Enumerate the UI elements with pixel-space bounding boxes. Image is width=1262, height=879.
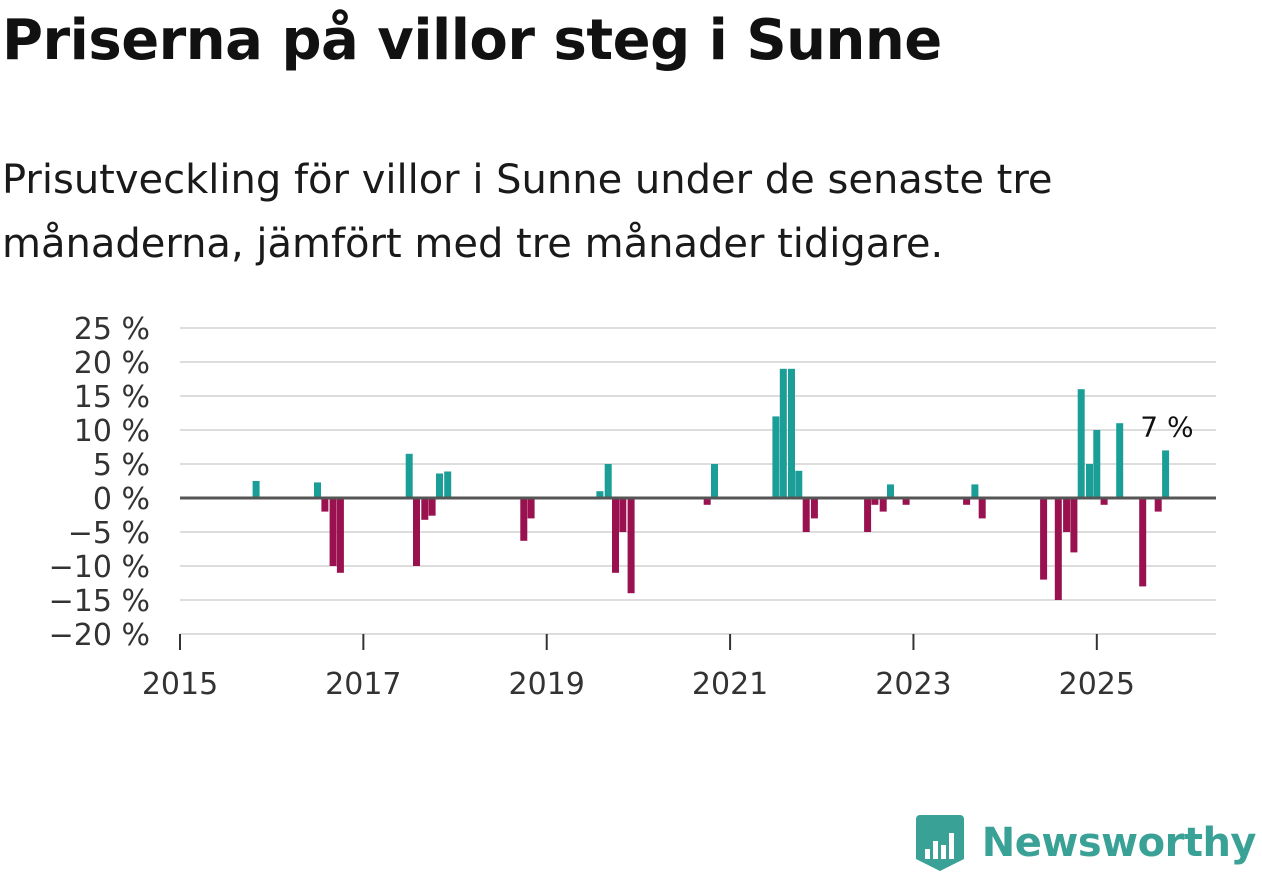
y-tick-label: 25 % xyxy=(74,312,150,347)
bar xyxy=(711,464,718,498)
bar xyxy=(788,368,795,498)
bar xyxy=(1086,464,1093,498)
bar xyxy=(887,484,894,498)
bar xyxy=(520,498,528,541)
bar xyxy=(1070,498,1078,553)
bar xyxy=(879,498,887,512)
bar xyxy=(871,498,879,505)
y-tick-label: −20 % xyxy=(49,618,150,653)
bar xyxy=(619,498,627,532)
bar xyxy=(1077,389,1085,498)
bar xyxy=(1162,450,1170,498)
bar xyxy=(1063,498,1071,532)
latest-value-label: 7 % xyxy=(1140,410,1193,443)
bar xyxy=(1116,423,1124,498)
y-tick-label: −15 % xyxy=(49,584,150,619)
bar xyxy=(1054,498,1062,600)
axis-labels: −20 %−15 %−10 %−5 %0 %5 %10 %15 %20 %25 … xyxy=(49,312,1194,702)
bar xyxy=(314,482,321,498)
bar xyxy=(627,498,635,594)
bar xyxy=(329,498,337,566)
y-tick-label: 15 % xyxy=(74,380,150,415)
bar xyxy=(413,498,420,566)
bar xyxy=(902,498,910,505)
bars xyxy=(252,368,1170,600)
y-tick-label: 20 % xyxy=(74,346,150,381)
chart-subtitle: Prisutveckling för villor i Sunne under … xyxy=(2,157,1053,267)
y-tick-label: −10 % xyxy=(49,550,150,585)
x-tick-label: 2019 xyxy=(509,667,585,702)
bar xyxy=(405,453,413,498)
x-tick-label: 2021 xyxy=(692,667,768,702)
chart-title: Priserna på villor steg i Sunne xyxy=(2,8,942,73)
bar xyxy=(1139,498,1147,587)
bar xyxy=(810,498,818,519)
bar xyxy=(864,498,872,532)
bar xyxy=(321,498,329,512)
bar xyxy=(795,470,803,498)
y-tick-label: 5 % xyxy=(93,448,150,483)
bar xyxy=(971,484,979,498)
bar xyxy=(1154,498,1162,512)
bar xyxy=(963,498,971,505)
x-tick-label: 2025 xyxy=(1059,667,1135,702)
brand-name: Newsworthy xyxy=(981,820,1257,866)
bar xyxy=(421,498,429,520)
x-tick-label: 2023 xyxy=(875,667,951,702)
bar xyxy=(428,498,436,516)
bar xyxy=(527,498,535,519)
x-tick-label: 2017 xyxy=(325,667,401,702)
bar xyxy=(252,481,260,498)
bar xyxy=(444,471,452,498)
bar xyxy=(1100,498,1108,505)
bar xyxy=(779,368,787,498)
bar xyxy=(604,464,612,498)
brand-logo: Newsworthy xyxy=(915,815,1257,871)
bar xyxy=(772,416,780,498)
bar xyxy=(596,491,604,498)
y-tick-label: 10 % xyxy=(74,414,150,449)
bar xyxy=(612,498,619,573)
bar xyxy=(1093,430,1101,498)
y-tick-label: −5 % xyxy=(68,516,150,551)
x-tick-label: 2015 xyxy=(142,667,218,702)
bar xyxy=(802,498,810,532)
newsworthy-logo-icon xyxy=(915,815,964,871)
bar xyxy=(1040,498,1048,580)
y-tick-label: 0 % xyxy=(93,482,150,517)
axes xyxy=(179,496,1216,650)
bar xyxy=(703,498,711,505)
bar xyxy=(978,498,986,519)
bar xyxy=(436,473,443,498)
bar xyxy=(336,498,344,573)
bar-chart: −20 %−15 %−10 %−5 %0 %5 %10 %15 %20 %25 … xyxy=(49,312,1216,702)
grid-lines xyxy=(180,327,1216,635)
